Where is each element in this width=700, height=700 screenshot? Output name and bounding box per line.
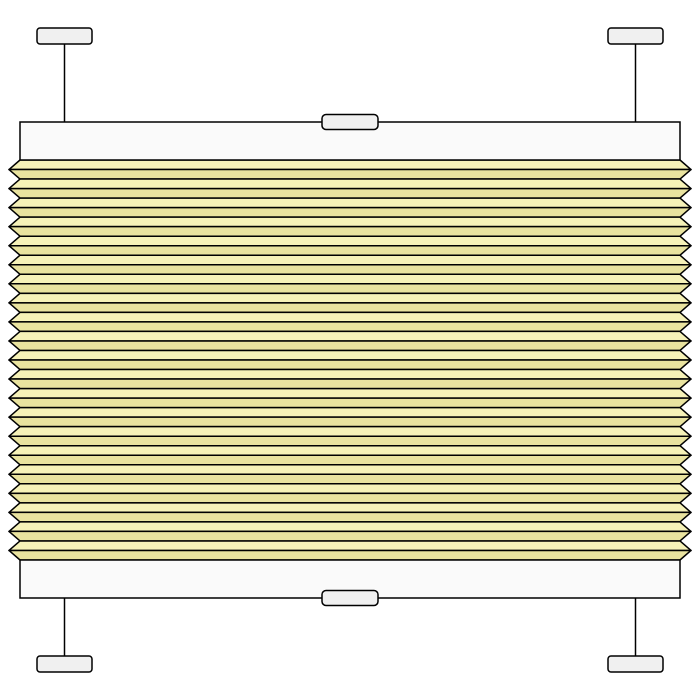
bracket-bottom-right: [608, 656, 663, 672]
top-handle: [322, 115, 378, 130]
bracket-bottom-left: [37, 656, 92, 672]
bracket-top-left: [37, 28, 92, 44]
bottom-handle: [322, 591, 378, 606]
bracket-top-right: [608, 28, 663, 44]
pleated-shade-diagram: [0, 0, 700, 700]
